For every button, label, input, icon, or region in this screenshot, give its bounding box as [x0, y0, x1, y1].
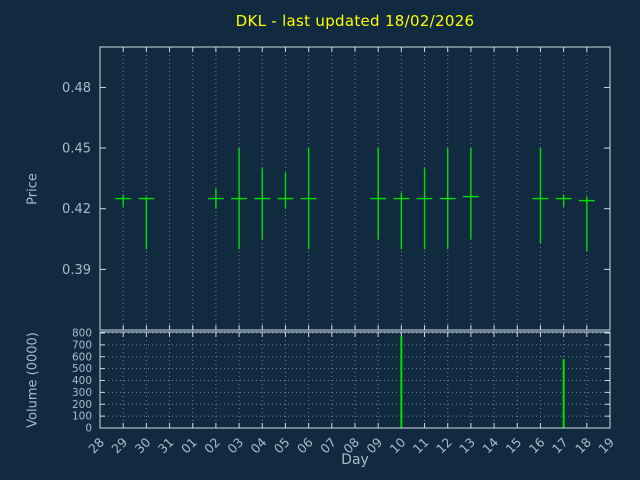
x-tick-label: 16: [526, 434, 548, 456]
x-tick-label: 07: [317, 435, 339, 457]
x-tick-label: 05: [271, 435, 293, 457]
chart-title: DKL - last updated 18/02/2026: [235, 12, 475, 30]
x-tick-label: 30: [132, 434, 154, 456]
price-tick-label: 0.42: [62, 202, 91, 217]
volume-tick-label: 800: [72, 328, 92, 340]
x-tick-label: 12: [433, 435, 455, 457]
price-tick-label: 0.39: [62, 263, 91, 278]
x-tick-label: 29: [108, 434, 130, 456]
x-tick-label: 14: [479, 434, 501, 456]
x-tick-label: 10: [387, 434, 409, 456]
price-tick-label: 0.48: [62, 81, 91, 96]
x-tick-label: 13: [456, 435, 478, 457]
x-tick-label: 03: [224, 435, 246, 457]
x-tick-label: 15: [503, 435, 525, 457]
x-tick-label: 19: [595, 434, 617, 456]
volume-tick-label: 600: [72, 351, 92, 363]
x-tick-label: 04: [248, 434, 270, 456]
x-tick-label: 18: [572, 434, 594, 456]
x-tick-label: 06: [294, 434, 316, 456]
price-tick-label: 0.45: [62, 142, 91, 157]
x-tick-label: 02: [201, 435, 223, 457]
volume-tick-label: 400: [72, 375, 92, 387]
x-tick-label: 28: [85, 434, 107, 456]
volume-tick-label: 200: [72, 399, 92, 411]
x-tick-label: 11: [410, 435, 432, 457]
x-tick-label: 09: [363, 434, 385, 456]
volume-tick-label: 300: [72, 387, 92, 399]
volume-tick-label: 0: [85, 423, 92, 435]
volume-tick-label: 100: [72, 411, 92, 423]
volume-tick-label: 700: [72, 339, 92, 351]
day-axis-label: Day: [341, 452, 369, 468]
volume-tick-label: 500: [72, 363, 92, 375]
x-tick-label: 17: [549, 435, 571, 457]
x-tick-label: 01: [178, 435, 200, 457]
x-tick-label: 31: [155, 435, 177, 457]
x-tick-label: 08: [340, 434, 362, 456]
